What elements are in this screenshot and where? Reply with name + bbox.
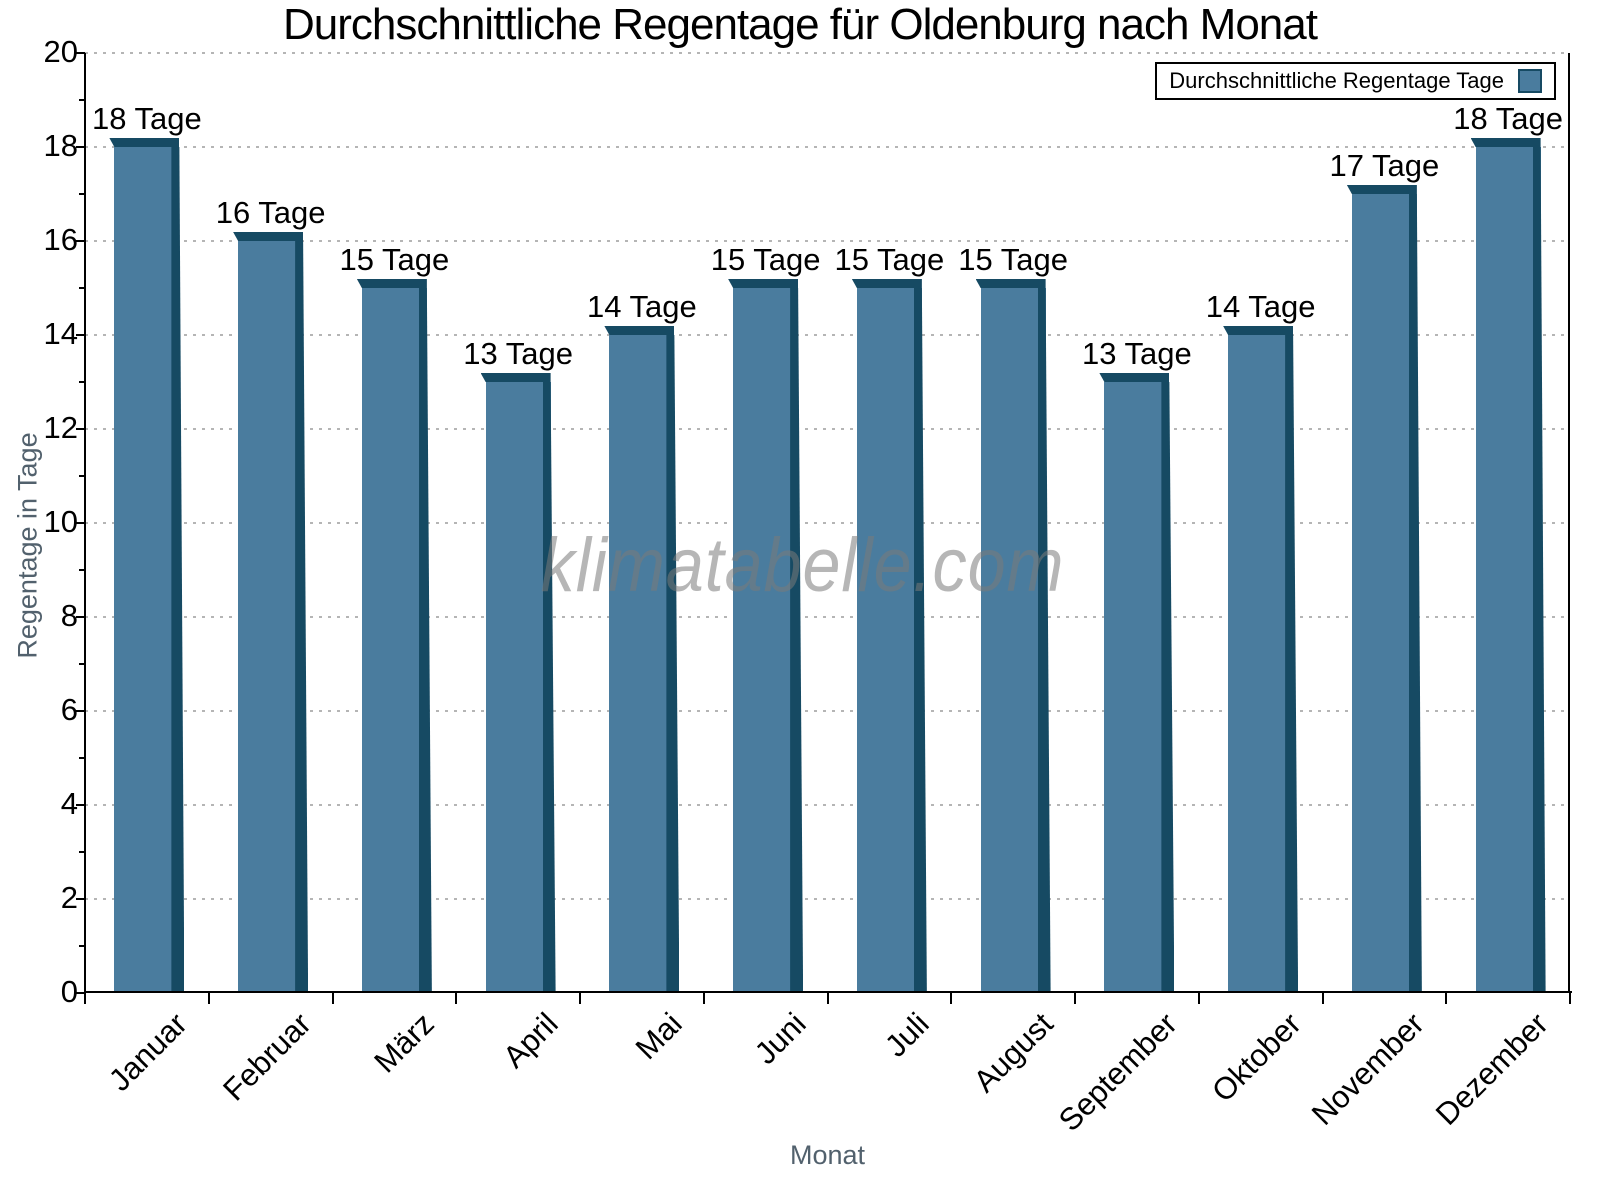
gridline-4	[85, 804, 1570, 806]
y-major-tick	[76, 992, 85, 994]
bar-value-label: 18 Tage	[91, 101, 202, 136]
gridline-20	[85, 52, 1570, 54]
y-minor-tick	[79, 569, 85, 571]
y-minor-tick	[79, 99, 85, 101]
x-tick	[579, 993, 581, 1004]
y-minor-tick	[79, 193, 85, 195]
bar-mai	[609, 335, 675, 993]
y-minor-tick	[79, 475, 85, 477]
bar-dezember	[1475, 147, 1541, 993]
plot-right-border	[1568, 53, 1570, 993]
gridline-8	[85, 616, 1570, 618]
y-tick-label: 4	[60, 786, 78, 821]
y-major-tick	[76, 710, 85, 712]
y-axis-title: Regentage in Tage	[12, 432, 43, 659]
y-tick-label: 2	[60, 880, 78, 915]
bar-value-label: 18 Tage	[1453, 101, 1563, 136]
y-tick-label: 20	[43, 34, 78, 69]
bar-juli	[856, 288, 922, 993]
bar-november	[1351, 194, 1417, 993]
x-tick	[702, 993, 705, 1004]
y-minor-tick	[79, 757, 85, 759]
y-major-tick	[76, 146, 85, 148]
y-tick-label: 12	[43, 410, 78, 445]
x-tick	[207, 993, 210, 1004]
gridline-10	[85, 522, 1570, 524]
y-tick-label: 10	[43, 504, 78, 539]
y-major-tick	[76, 898, 85, 900]
y-major-tick	[76, 52, 85, 54]
y-tick-label: 14	[43, 316, 78, 351]
x-tick	[455, 993, 458, 1004]
y-major-tick	[76, 240, 85, 242]
bar-value-label: 15 Tage	[710, 242, 821, 277]
watermark: klimatabelle.com	[540, 523, 1065, 608]
bar-value-label: 16 Tage	[215, 195, 326, 230]
bar-oktober	[1228, 335, 1294, 993]
x-tick	[1445, 993, 1448, 1004]
gridline-18	[85, 146, 1570, 148]
bar-value-label: 17 Tage	[1329, 148, 1440, 183]
bar-value-label: 14 Tage	[586, 289, 697, 324]
y-major-tick	[76, 428, 85, 430]
gridline-14	[85, 334, 1570, 336]
y-axis-line	[84, 53, 86, 999]
bar-juni	[733, 288, 799, 993]
legend-label: Durchschnittliche Regentage Tage	[1169, 68, 1504, 93]
chart-title: Durchschnittliche Regentage für Oldenbur…	[283, 0, 1318, 49]
x-axis-title: Monat	[789, 1140, 866, 1170]
bar-märz	[361, 288, 427, 993]
gridline-6	[85, 710, 1570, 712]
x-tick	[1074, 993, 1076, 1004]
y-tick-label: 0	[60, 974, 78, 1009]
bar-januar	[114, 147, 180, 993]
y-minor-tick	[79, 287, 85, 289]
y-tick-label: 18	[43, 128, 78, 163]
bar-value-label: 15 Tage	[339, 242, 450, 277]
y-minor-tick	[79, 381, 85, 383]
y-tick-label: 8	[60, 598, 78, 633]
legend: Durchschnittliche Regentage Tage	[1155, 62, 1556, 100]
x-tick	[1197, 993, 1200, 1004]
bar-value-label: 13 Tage	[463, 336, 573, 371]
bar-august	[980, 288, 1046, 993]
x-tick	[84, 993, 86, 1004]
y-minor-tick	[79, 851, 85, 853]
x-tick	[331, 993, 334, 1004]
y-minor-tick	[79, 945, 85, 947]
legend-swatch-icon	[1518, 69, 1542, 93]
gridline-16	[85, 240, 1570, 242]
gridline-12	[85, 428, 1570, 430]
y-major-tick	[76, 522, 85, 524]
x-tick	[950, 993, 953, 1004]
bar-april	[485, 382, 551, 993]
x-axis-line	[84, 991, 1572, 993]
y-major-tick	[76, 334, 85, 336]
bar-value-label: 15 Tage	[958, 242, 1068, 277]
x-tick	[1321, 993, 1324, 1004]
bar-value-label: 14 Tage	[1205, 289, 1316, 324]
x-tick	[1569, 993, 1571, 1004]
bar-value-label: 15 Tage	[834, 242, 945, 277]
y-tick-label: 6	[60, 692, 78, 727]
bar-value-label: 13 Tage	[1081, 336, 1192, 371]
y-minor-tick	[79, 663, 85, 665]
y-major-tick	[76, 616, 85, 618]
bar-september	[1104, 382, 1170, 993]
y-tick-label: 16	[43, 222, 78, 257]
bar-februar	[238, 241, 304, 993]
y-major-tick	[76, 804, 85, 806]
gridline-2	[85, 898, 1570, 900]
x-tick	[826, 993, 829, 1004]
